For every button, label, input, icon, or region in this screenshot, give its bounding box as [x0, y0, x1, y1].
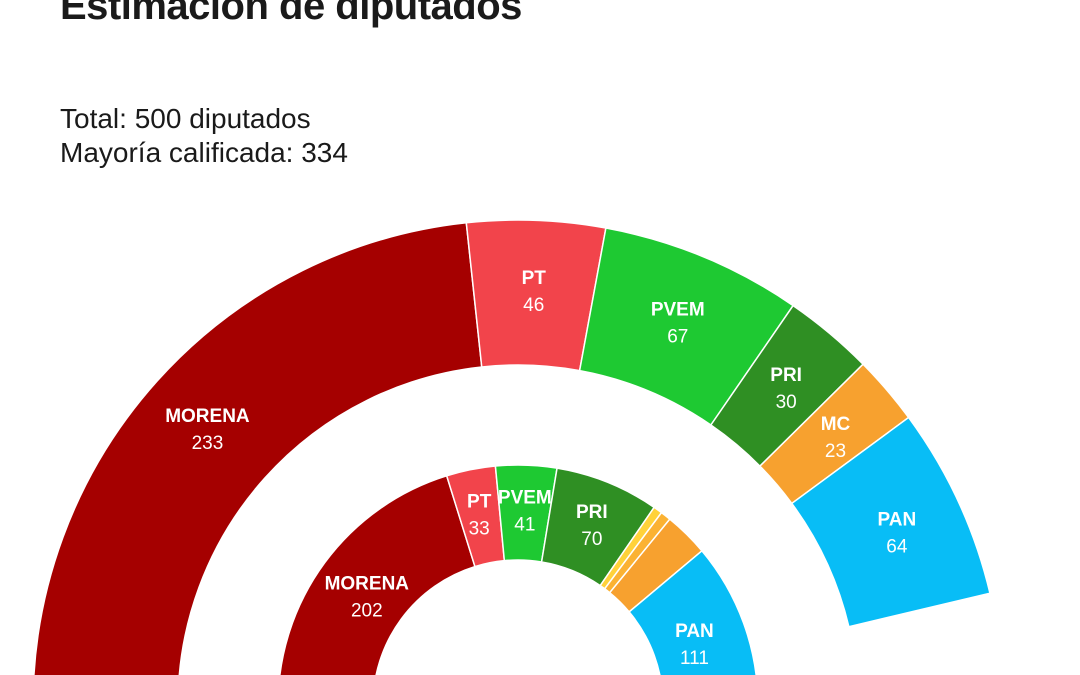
inner-label-pan: PAN: [675, 621, 714, 642]
inner-label-pvem: PVEM: [498, 488, 552, 509]
majority-text: Mayoría calificada: 334: [60, 137, 348, 168]
inner-label-pri: PRI: [576, 502, 608, 523]
outer-label-pan: PAN: [878, 510, 917, 531]
chart-title: Estimación de diputados: [60, 0, 522, 28]
inner-label-pt: PT: [467, 491, 492, 512]
outer-value-pri: 30: [776, 392, 797, 413]
outer-value-morena: 233: [192, 433, 224, 454]
outer-value-pan: 64: [886, 537, 908, 558]
outer-value-pvem: 67: [667, 326, 688, 347]
outer-label-pri: PRI: [770, 365, 802, 386]
chart-subtitle: Total: 500 diputados Mayoría calificada:…: [60, 102, 348, 170]
inner-value-pt: 33: [469, 518, 490, 539]
outer-label-pt: PT: [522, 268, 547, 289]
outer-label-pvem: PVEM: [651, 299, 705, 320]
inner-slice-pan-7: [628, 549, 757, 675]
inner-label-morena: MORENA: [325, 574, 410, 595]
inner-value-morena: 202: [351, 601, 383, 622]
inner-value-pvem: 41: [514, 515, 535, 536]
outer-label-mc: MC: [821, 414, 851, 435]
inner-slice-morena-0: [279, 474, 476, 675]
inner-value-pri: 70: [581, 529, 602, 550]
outer-value-mc: 23: [825, 441, 846, 462]
outer-slice-morena-0: [33, 221, 483, 675]
outer-slice-pan-5: [790, 416, 991, 628]
outer-value-pt: 46: [523, 295, 544, 316]
outer-label-morena: MORENA: [165, 406, 250, 427]
inner-value-pan: 111: [680, 648, 709, 669]
total-seats-text: Total: 500 diputados: [60, 103, 311, 134]
